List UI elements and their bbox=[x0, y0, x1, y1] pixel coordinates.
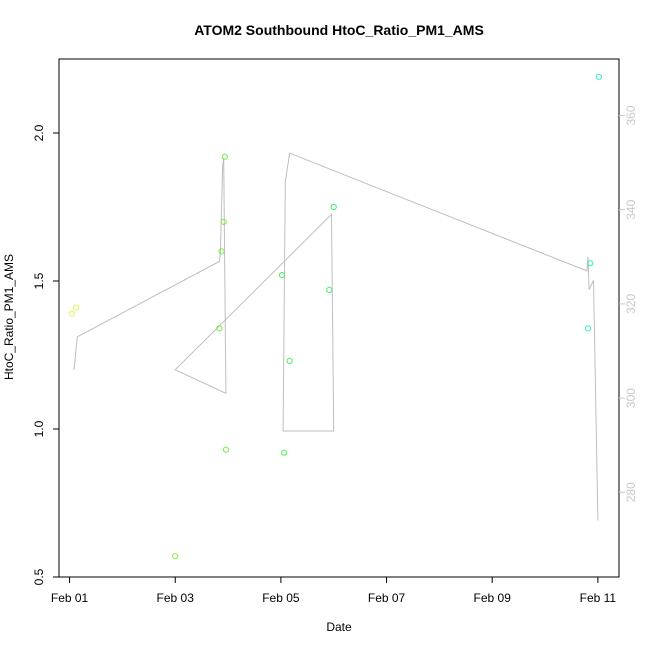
data-point bbox=[220, 218, 227, 225]
y2-tick-label: 320 bbox=[624, 294, 638, 314]
y-axis-label: HtoC_Ratio_PM1_AMS bbox=[2, 254, 16, 380]
plot-frame bbox=[58, 58, 620, 578]
y2-tick-label: 300 bbox=[624, 388, 638, 408]
x-axis: Feb 01 Feb 03 Feb 05 Feb 07 Feb 09 Feb 11 bbox=[51, 577, 617, 605]
data-point bbox=[281, 449, 288, 456]
data-point bbox=[584, 325, 592, 332]
y-tick-label: 2.0 bbox=[32, 124, 46, 141]
data-point bbox=[278, 272, 286, 279]
y-tick-label: 1.5 bbox=[32, 272, 46, 289]
y-tick-label: 0.5 bbox=[32, 568, 46, 585]
data-point bbox=[326, 286, 333, 293]
data-point bbox=[587, 260, 594, 267]
x-tick-label: Feb 09 bbox=[474, 591, 512, 605]
x-tick-label: Feb 01 bbox=[51, 591, 89, 605]
x-tick-label: Feb 11 bbox=[580, 591, 617, 605]
data-point bbox=[68, 310, 75, 317]
data-point bbox=[172, 553, 179, 560]
y2-axis: 280 300 320 340 360 bbox=[619, 105, 638, 502]
data-point bbox=[595, 73, 603, 80]
data-point bbox=[221, 153, 228, 160]
data-point bbox=[286, 357, 293, 364]
x-axis-label: Date bbox=[326, 620, 352, 634]
data-point bbox=[330, 203, 337, 211]
data-point bbox=[216, 325, 223, 332]
points-layer bbox=[68, 73, 603, 560]
x-tick-label: Feb 03 bbox=[157, 591, 195, 605]
chart-title: ATOM2 Southbound HtoC_Ratio_PM1_AMS bbox=[194, 22, 484, 38]
data-point bbox=[222, 446, 229, 453]
y-axis: 0.5 1.0 1.5 2.0 bbox=[32, 124, 59, 585]
y2-tick-label: 340 bbox=[624, 199, 638, 219]
x-tick-label: Feb 05 bbox=[262, 591, 300, 605]
y-tick-label: 1.0 bbox=[32, 420, 46, 437]
y2-tick-label: 360 bbox=[624, 105, 638, 125]
x-tick-label: Feb 07 bbox=[368, 591, 406, 605]
y2-tick-label: 280 bbox=[624, 482, 638, 502]
data-point bbox=[73, 304, 80, 311]
data-point bbox=[218, 248, 225, 255]
